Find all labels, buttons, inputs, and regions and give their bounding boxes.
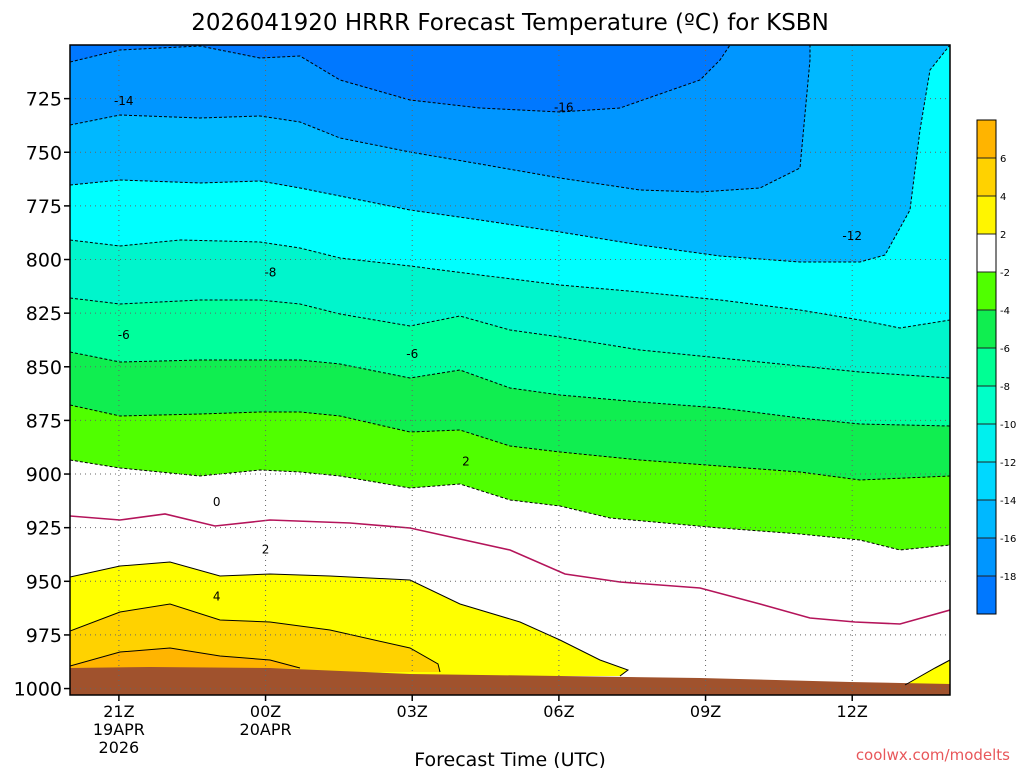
colorbar-label: -18 [1000, 572, 1016, 583]
x-tick-label: 2026 [99, 738, 140, 757]
contour-label: 4 [213, 590, 221, 604]
contour-minus4 [70, 404, 950, 481]
band-plus2-to-plus4-right [905, 660, 950, 690]
contour-zero [70, 513, 950, 625]
x-tick-label: 20APR [240, 720, 292, 739]
contour-lines [70, 45, 950, 686]
x-tick-label: 09Z [690, 702, 721, 721]
contour-label: 2 [262, 542, 270, 556]
y-tick-label: 1000 [14, 679, 62, 701]
colorbar-swatch [977, 538, 996, 576]
x-tick-label: 19APR [93, 720, 145, 739]
colorbar-label: -12 [1000, 458, 1016, 469]
colorbar-swatch [977, 348, 996, 386]
contour-label: 2 [462, 454, 470, 468]
x-tick-label: 12Z [837, 702, 868, 721]
colorbar-label: 2 [1000, 230, 1006, 241]
contour-plus6 [70, 647, 301, 669]
contour-label: -12 [842, 229, 862, 243]
colorbar-swatch [977, 462, 996, 500]
y-tick-label: 800 [26, 250, 62, 272]
contour-label: -16 [554, 101, 574, 115]
credit-text: coolwx.com/modelts [856, 746, 1010, 764]
colorbar-swatch [977, 234, 996, 272]
x-axis-title: Forecast Time (UTC) [414, 749, 605, 768]
contour-minus14 [70, 45, 811, 193]
colorbar-label: -4 [1000, 306, 1010, 317]
contour-label: 0 [213, 495, 221, 509]
x-tick-label: 03Z [397, 702, 428, 721]
colorbar-label: -8 [1000, 382, 1010, 393]
contour-minus16 [70, 45, 731, 113]
colorbar-label: -6 [1000, 344, 1010, 355]
contour-label: -8 [264, 266, 276, 280]
contour-plus4 [70, 603, 441, 673]
contour-minus2 [70, 459, 950, 551]
colorbar-swatch [977, 196, 996, 234]
colorbar-swatch [977, 158, 996, 196]
contour-labels: -14 -16 -12 -8 -6 -6 2 0 2 4 [114, 94, 862, 604]
colorbar-label: 4 [1000, 192, 1006, 203]
y-tick-label: 850 [26, 357, 62, 379]
colorbar-swatch [977, 272, 996, 310]
colorbar-swatch [977, 576, 996, 614]
colorbar-swatch [977, 424, 996, 462]
colorbar-label: -16 [1000, 534, 1016, 545]
band-plus6-and-above [70, 648, 300, 668]
x-tick-label: 21Z [103, 702, 134, 721]
colorbar-label: -10 [1000, 420, 1016, 431]
y-tick-label: 975 [26, 625, 62, 647]
y-tick-label: 925 [26, 518, 62, 540]
colorbar-label: 6 [1000, 154, 1006, 165]
y-tick-label: 875 [26, 410, 62, 432]
x-tick-label: 06Z [543, 702, 574, 721]
y-tick-label: 900 [26, 464, 62, 486]
y-tick-label: 725 [26, 89, 62, 111]
contour-plus2 [70, 561, 630, 677]
contour-minus8 [70, 297, 950, 379]
colorbar: 6 4 2 -2 -4 -6 -8 -10 -12 -14 -16 -18 [976, 119, 1016, 615]
y-tick-label: 775 [26, 196, 62, 218]
colorbar-label: -14 [1000, 496, 1016, 507]
contour-minus12 [70, 45, 950, 263]
below-ground [70, 667, 950, 695]
y-axis: 725 750 775 800 825 850 875 900 925 950 975 1000 [14, 89, 70, 701]
plot-frame [69, 44, 951, 696]
colorbar-swatch [977, 120, 996, 158]
y-tick-label: 950 [26, 571, 62, 593]
colorbar-swatch [977, 500, 996, 538]
contour-minus10 [70, 239, 950, 329]
contour-plus2-right [904, 659, 950, 686]
colorbar-frame [976, 119, 997, 615]
contour-label: -6 [118, 328, 130, 342]
contour-label: -6 [406, 347, 418, 361]
contour-minus6 [70, 351, 950, 427]
filled-contours [70, 45, 950, 695]
chart-title: 2026041920 HRRR Forecast Temperature (ºC… [191, 10, 829, 36]
colorbar-swatch [977, 310, 996, 348]
grid-lines [70, 45, 950, 695]
y-tick-label: 750 [26, 142, 62, 164]
colorbar-label: -2 [1000, 268, 1010, 279]
colorbar-swatch [977, 386, 996, 424]
contour-label: -14 [114, 94, 134, 108]
y-tick-label: 825 [26, 303, 62, 325]
x-tick-label: 00Z [250, 702, 281, 721]
